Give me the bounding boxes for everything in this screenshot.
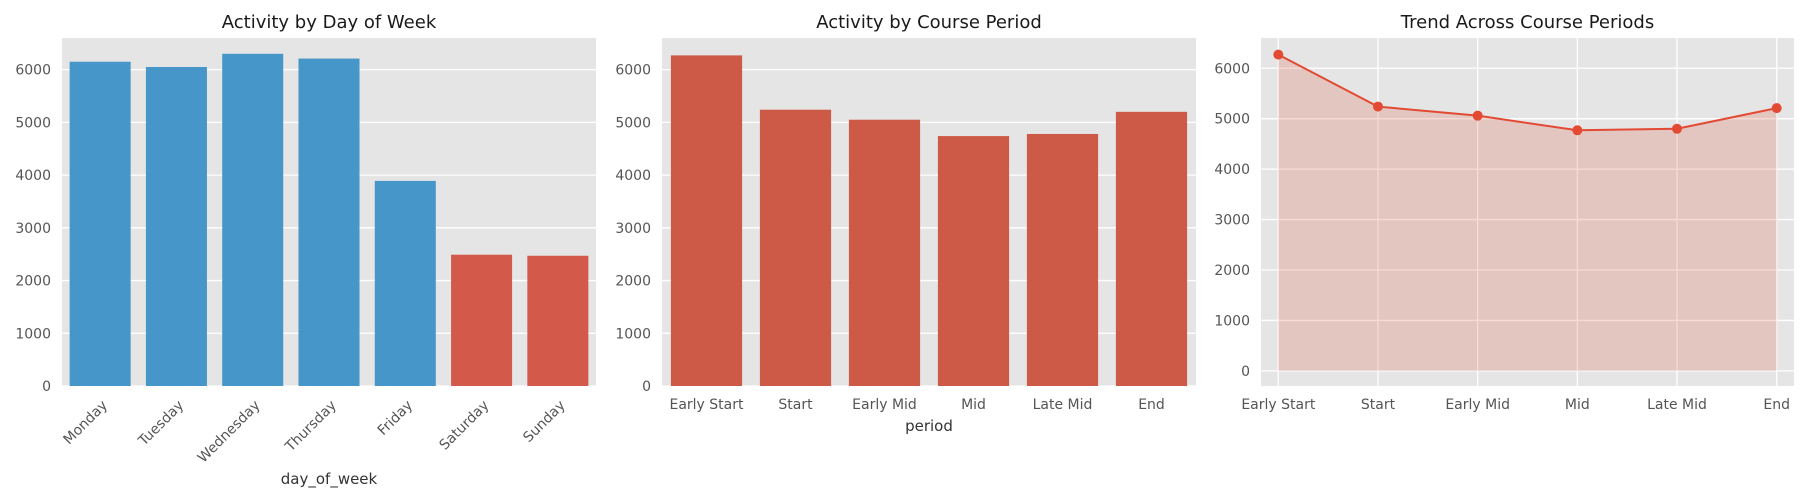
y-tick-label: 4000 <box>15 168 51 184</box>
x-tick-label: Thursday <box>282 398 340 456</box>
y-tick-label: 5000 <box>615 115 651 131</box>
x-tick-label: Early Start <box>1241 397 1316 413</box>
chart-day-of-week: 0 1000 2000 3000 4000 5000 6000 Monday Tuesday W… <box>15 12 596 489</box>
y-tick-label: 3000 <box>15 221 51 237</box>
trend-area <box>1273 49 1782 371</box>
bar-early-start <box>670 55 743 387</box>
x-tick-label: Saturday <box>436 398 492 454</box>
x-tick-label: Start <box>778 397 813 413</box>
bar-friday <box>374 180 436 386</box>
plot-area <box>662 38 1196 386</box>
x-tick-label: Late Mid <box>1647 397 1707 413</box>
bar-mid <box>937 136 1010 386</box>
y-tick-label: 3000 <box>615 221 651 237</box>
x-tick-label: Wednesday <box>195 398 264 467</box>
x-tick-label: Mid <box>961 397 986 413</box>
x-tick-label: Early Mid <box>1445 397 1510 413</box>
y-tick-label: 1000 <box>1214 313 1250 329</box>
grid-lines <box>662 68 1196 387</box>
bar-early-mid <box>848 119 921 387</box>
grid-lines <box>1261 38 1794 386</box>
x-tick-label: Monday <box>61 398 111 448</box>
point-late-mid <box>1672 123 1683 134</box>
bar-monday <box>69 61 131 387</box>
bar-saturday <box>451 254 513 386</box>
y-tick-label: 4000 <box>615 168 651 184</box>
x-tick-label: Early Start <box>669 397 744 413</box>
point-end <box>1771 103 1782 114</box>
y-tick-label: 6000 <box>15 63 51 79</box>
x-tick-label: Tuesday <box>135 398 187 450</box>
x-tick-labels: Early Start Start Early Mid Mid Late Mid End <box>1241 397 1790 413</box>
y-tick-label: 4000 <box>1214 162 1250 178</box>
y-tick-label: 0 <box>642 379 651 395</box>
point-start <box>1372 101 1383 112</box>
point-mid <box>1572 125 1583 136</box>
y-tick-label: 1000 <box>615 326 651 342</box>
x-tick-label: Late Mid <box>1033 397 1093 413</box>
x-tick-label: Sunday <box>520 398 568 446</box>
area-fill <box>1278 54 1777 371</box>
chart-title: Activity by Day of Week <box>222 12 437 33</box>
point-early-mid <box>1472 110 1483 121</box>
bar-wednesday <box>222 53 284 387</box>
x-tick-label: Early Mid <box>852 397 917 413</box>
y-tick-labels: 0 1000 2000 3000 4000 5000 6000 <box>15 63 51 395</box>
y-tick-label: 5000 <box>1214 112 1250 128</box>
x-tick-label: Mid <box>1565 397 1590 413</box>
bars <box>670 55 1188 387</box>
y-tick-label: 6000 <box>615 63 651 79</box>
bar-late-mid <box>1026 133 1099 386</box>
x-axis-label: period <box>905 417 953 435</box>
plot-area <box>1261 38 1794 386</box>
x-tick-labels: Early Start Start Early Mid Mid Late Mid End <box>669 397 1164 413</box>
bar-start <box>759 109 832 386</box>
bars <box>69 53 589 387</box>
bar-tuesday <box>145 67 207 386</box>
chart-title: Activity by Course Period <box>816 12 1042 33</box>
y-tick-label: 5000 <box>15 115 51 131</box>
bar-end <box>1115 111 1188 387</box>
y-tick-label: 1000 <box>15 326 51 342</box>
trend-line <box>1277 53 1777 132</box>
chart-trend: 0 1000 2000 3000 4000 5000 6000 Early Start Sta… <box>1214 12 1794 413</box>
y-tick-label: 2000 <box>15 274 51 290</box>
x-tick-label: Start <box>1361 397 1396 413</box>
chart-course-period: 0 1000 2000 3000 4000 5000 6000 Early Start Sta… <box>615 12 1196 435</box>
y-tick-labels: 0 1000 2000 3000 4000 5000 6000 <box>615 63 651 395</box>
y-tick-label: 2000 <box>615 274 651 290</box>
x-tick-labels: Monday Tuesday Wednesday Thursday Friday Satu… <box>61 398 569 467</box>
x-tick-label: End <box>1138 397 1165 413</box>
y-tick-label: 0 <box>1241 364 1250 380</box>
y-tick-labels: 0 1000 2000 3000 4000 5000 6000 <box>1214 61 1250 380</box>
x-tick-label: Friday <box>375 398 416 439</box>
bar-thursday <box>298 58 360 387</box>
y-tick-label: 0 <box>42 379 51 395</box>
point-early-start <box>1273 49 1284 60</box>
x-tick-label: End <box>1763 397 1790 413</box>
y-tick-label: 2000 <box>1214 263 1250 279</box>
x-axis-label: day_of_week <box>281 470 378 489</box>
chart-title: Trend Across Course Periods <box>1400 12 1654 33</box>
bar-sunday <box>527 255 589 386</box>
y-tick-label: 3000 <box>1214 213 1250 229</box>
y-tick-label: 6000 <box>1214 61 1250 77</box>
